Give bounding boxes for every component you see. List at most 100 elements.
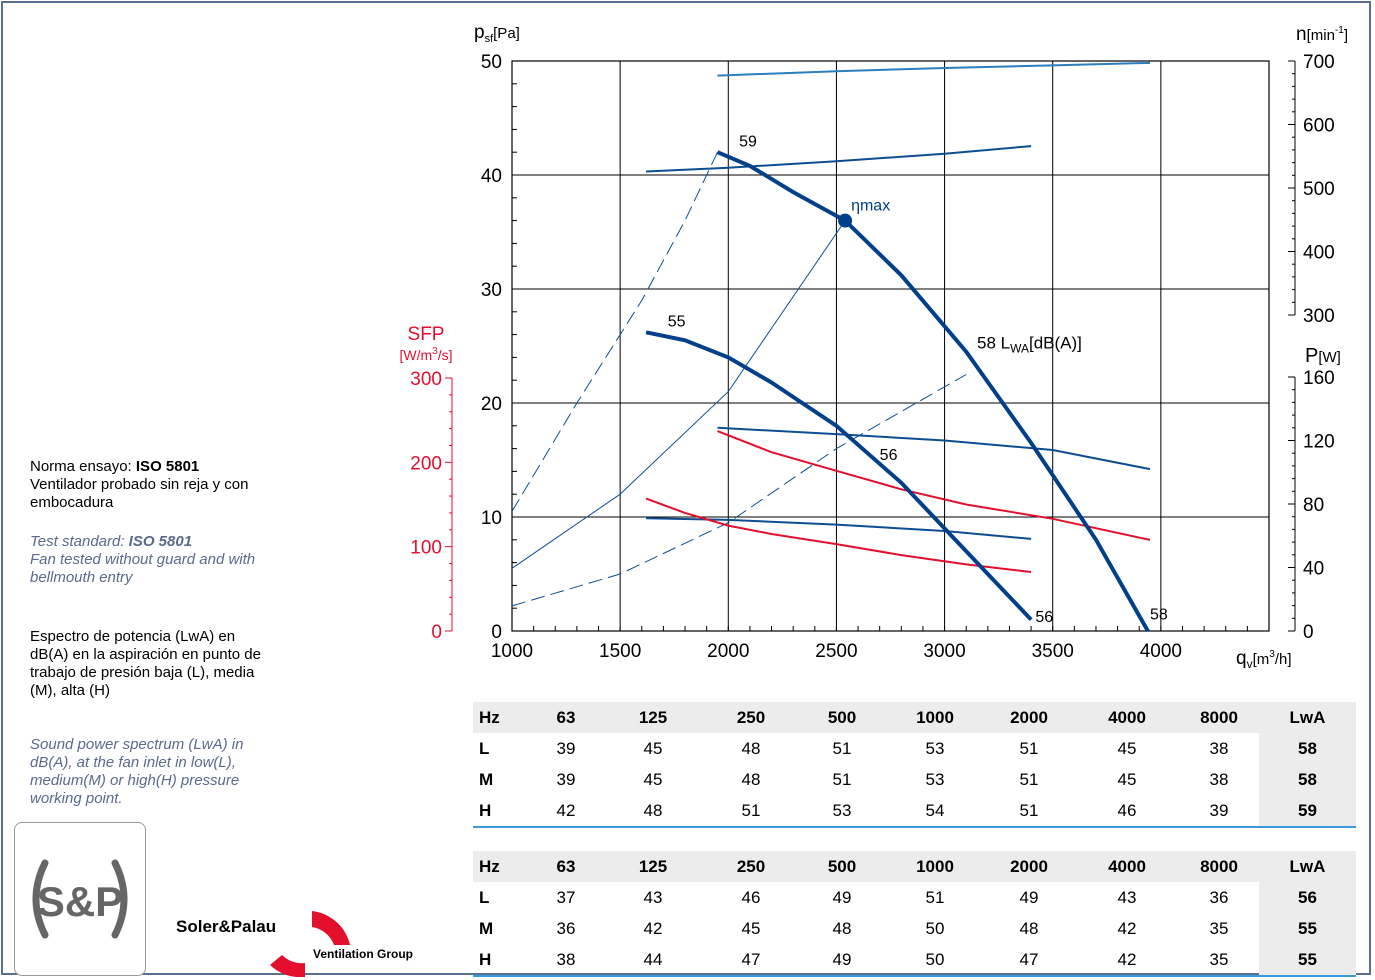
table-cell: 53 bbox=[925, 769, 945, 789]
pressure-curve-low bbox=[645, 330, 1033, 621]
table-header-cell: 250 bbox=[705, 702, 797, 733]
brand-swoosh-icon bbox=[270, 911, 350, 977]
table-cell: 51 bbox=[1019, 769, 1039, 789]
speed-curve-high bbox=[717, 61, 1151, 77]
table-header-cell: 2000 bbox=[983, 851, 1075, 882]
sfp-tick-label: 0 bbox=[431, 622, 442, 643]
system-curve bbox=[511, 220, 846, 569]
table-cell: 45 bbox=[741, 918, 761, 938]
table-cell: 46 bbox=[741, 887, 761, 907]
speed-tick-label: 500 bbox=[1303, 179, 1335, 200]
chart-axes: 1000 1500 2000 2500 3000 3500 4000010203040503… bbox=[410, 52, 1334, 662]
table-cell: 50 bbox=[887, 944, 983, 977]
table-cell: 47 bbox=[983, 944, 1075, 977]
table-cell: 38 bbox=[1209, 769, 1229, 789]
table-cell: 49 bbox=[832, 887, 852, 907]
table-cell: 43 bbox=[643, 887, 663, 907]
fan-performance-chart: 1000 1500 2000 2500 3000 3500 4000010203040503… bbox=[400, 22, 1349, 671]
x-tick-label: 1000 bbox=[491, 641, 533, 662]
table-cell: 39 bbox=[1179, 795, 1259, 828]
table-cell: 42 bbox=[643, 918, 663, 938]
table-cell: 36 bbox=[556, 918, 576, 938]
table-header-cell: 8000 bbox=[1179, 702, 1259, 733]
lwa-label: 58 LWA[dB(A)] bbox=[977, 333, 1082, 355]
table-cell: 46 bbox=[1075, 795, 1179, 828]
sound-table-1: Hz 63 125 250 500 1000 2000 4000 8000 LwA L 39 45 48 5… bbox=[473, 702, 1356, 828]
table-cell: 49 bbox=[797, 944, 887, 977]
table-cell: 39 bbox=[556, 738, 576, 758]
table-cell: 45 bbox=[643, 738, 663, 758]
table-cell: 45 bbox=[643, 769, 663, 789]
table-cell: 51 bbox=[705, 795, 797, 828]
sfp-axis-unit: [W/m3/s] bbox=[400, 346, 453, 363]
table-cell: 35 bbox=[1209, 918, 1229, 938]
table-cell: 58 bbox=[1259, 764, 1356, 795]
speed-axis-label: n[min-1] bbox=[1296, 24, 1348, 45]
table-header-row: Hz 63 125 250 500 1000 2000 4000 8000 LwA bbox=[473, 702, 1356, 733]
table-header-row: Hz 63 125 250 500 1000 2000 4000 8000 LwA bbox=[473, 851, 1356, 882]
x-tick-label: 3000 bbox=[923, 641, 965, 662]
table-cell: 55 bbox=[1259, 913, 1356, 944]
table-cell: 36 bbox=[1209, 887, 1229, 907]
speed-tick-label: 700 bbox=[1303, 52, 1335, 73]
power-tick-label: 160 bbox=[1303, 368, 1335, 389]
x-tick-label: 2000 bbox=[707, 641, 749, 662]
table-cell: 48 bbox=[741, 769, 761, 789]
table-cell: M bbox=[479, 918, 494, 938]
chart-curves bbox=[511, 61, 1151, 632]
table-header-cell: 4000 bbox=[1075, 702, 1179, 733]
table-row: M 36 42 45 48 50 48 42 35 55 bbox=[473, 913, 1356, 944]
curve-annotation: 56 bbox=[880, 447, 898, 464]
table-header-cell: LwA bbox=[1259, 702, 1356, 733]
table-cell: 38 bbox=[531, 944, 601, 977]
sp-logo-icon: S&P bbox=[32, 859, 128, 939]
table-cell: 48 bbox=[832, 918, 852, 938]
power-tick-label: 80 bbox=[1303, 495, 1324, 516]
table-cell: 54 bbox=[887, 795, 983, 828]
pressure-axis-label: psf[Pa] bbox=[474, 22, 520, 45]
test-standard-en: Test standard: ISO 5801 Fan tested witho… bbox=[30, 533, 256, 586]
table-header-cell: 500 bbox=[797, 702, 887, 733]
x-tick-label: 1500 bbox=[599, 641, 641, 662]
table-cell: 45 bbox=[1117, 738, 1137, 758]
table-header-cell: 4000 bbox=[1075, 851, 1179, 882]
table-header-cell: Hz bbox=[473, 851, 531, 882]
y-tick-label: 40 bbox=[481, 166, 502, 187]
sfp-tick-label: 100 bbox=[410, 538, 442, 559]
table-row: H 42 48 51 53 54 51 46 39 59 bbox=[473, 795, 1356, 828]
table-cell: 51 bbox=[1019, 738, 1039, 758]
table-header-cell: 8000 bbox=[1179, 851, 1259, 882]
table-header-cell: 1000 bbox=[887, 851, 983, 882]
table-header-cell: 125 bbox=[601, 702, 705, 733]
table-cell: L bbox=[479, 738, 490, 758]
table-row: L 39 45 48 51 53 51 45 38 58 bbox=[473, 733, 1356, 764]
table-cell: 48 bbox=[741, 738, 761, 758]
power-tick-label: 0 bbox=[1303, 622, 1314, 643]
table-cell: 51 bbox=[832, 769, 852, 789]
spectrum-note-es: Espectro de potencia (LwA) en dB(A) en l… bbox=[30, 628, 261, 699]
brand-name: Soler&Palau bbox=[176, 917, 277, 936]
table-header-cell: 1000 bbox=[887, 702, 983, 733]
table-cell: 42 bbox=[1117, 918, 1137, 938]
table-cell: 45 bbox=[1117, 769, 1137, 789]
table-cell: H bbox=[473, 944, 531, 977]
table-cell: 35 bbox=[1179, 944, 1259, 977]
x-tick-label: 2500 bbox=[815, 641, 857, 662]
x-tick-label: 3500 bbox=[1032, 641, 1074, 662]
x-axis-label: qv[m3/h] bbox=[1236, 648, 1292, 671]
brand-subtitle: Ventilation Group bbox=[313, 947, 414, 961]
y-tick-label: 20 bbox=[481, 394, 502, 415]
table-cell: 48 bbox=[1019, 918, 1039, 938]
table-cell: 53 bbox=[925, 738, 945, 758]
curve-annotation: 59 bbox=[739, 134, 757, 151]
table-cell: 48 bbox=[601, 795, 705, 828]
power-tick-label: 40 bbox=[1303, 559, 1324, 580]
table-cell: 49 bbox=[1019, 887, 1039, 907]
table-cell: 55 bbox=[1259, 944, 1356, 977]
table-header-cell: LwA bbox=[1259, 851, 1356, 882]
spectrum-note-en: Sound power spectrum (LwA) in dB(A), at … bbox=[30, 736, 244, 807]
y-tick-label: 0 bbox=[491, 622, 502, 643]
sfp-axis-title: SFP bbox=[408, 324, 445, 345]
sfp-tick-label: 300 bbox=[410, 369, 442, 390]
system-curve bbox=[511, 374, 967, 607]
